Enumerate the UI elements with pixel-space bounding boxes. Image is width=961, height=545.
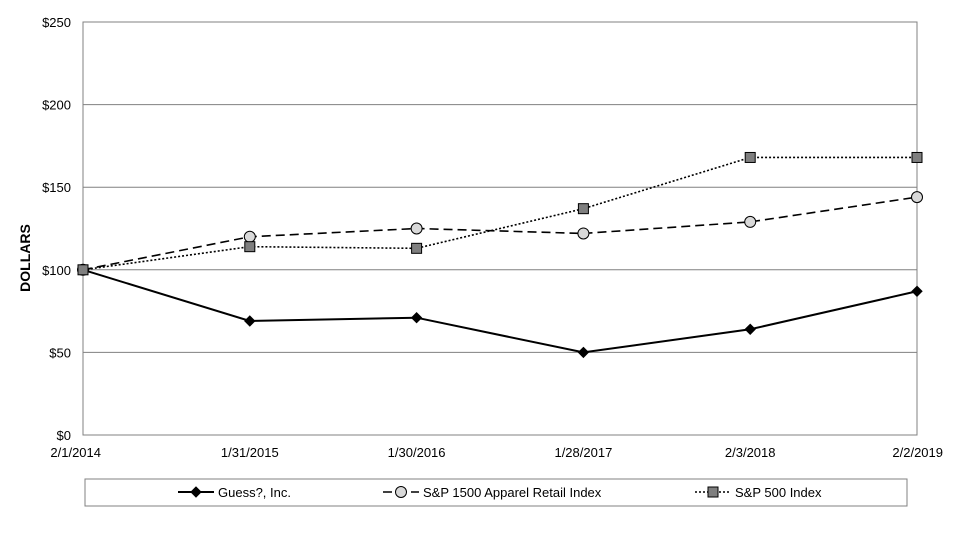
y-axis-title: DOLLARS <box>17 224 33 292</box>
data-point <box>244 315 256 327</box>
gridlines <box>83 104 917 353</box>
series-1 <box>77 264 923 359</box>
data-point <box>411 242 423 254</box>
legend-box <box>84 478 908 507</box>
x-axis-ticks: 2/1/2014 1/31/2015 1/30/2016 1/28/2017 2/3/2… <box>50 445 943 460</box>
series-3 <box>77 151 923 276</box>
legend-label: Guess?, Inc. <box>218 485 291 500</box>
y-tick-label: $200 <box>42 98 71 113</box>
x-tick-label: 2/3/2018 <box>725 445 776 460</box>
x-tick-label: 2/2/2019 <box>892 445 943 460</box>
y-tick-label: $250 <box>42 15 71 30</box>
legend-item-3: S&P 500 Index <box>695 485 822 500</box>
series <box>77 151 923 359</box>
legend-item-1: Guess?, Inc. <box>178 485 291 500</box>
data-point <box>244 241 256 253</box>
legend-marker <box>707 486 719 498</box>
x-tick-label: 2/1/2014 <box>50 445 101 460</box>
x-tick-label: 1/31/2015 <box>221 445 279 460</box>
legend-marker <box>190 486 202 498</box>
data-point <box>577 227 590 240</box>
plot-area <box>82 21 918 436</box>
data-point <box>744 151 756 163</box>
legend-label: S&P 500 Index <box>735 485 822 500</box>
x-tick-label: 1/28/2017 <box>554 445 612 460</box>
data-point <box>410 312 423 324</box>
y-tick-label: $50 <box>49 345 71 360</box>
x-tick-label: 1/30/2016 <box>388 445 446 460</box>
y-tick-label: $100 <box>42 263 71 278</box>
data-point <box>410 222 423 235</box>
data-point <box>911 285 923 297</box>
legend-marker <box>395 486 407 498</box>
data-point <box>577 346 590 359</box>
series-line <box>82 196 918 271</box>
data-point <box>77 264 89 276</box>
data-point <box>911 151 923 163</box>
legend-label: S&P 1500 Apparel Retail Index <box>423 485 602 500</box>
data-point <box>577 203 589 215</box>
data-point <box>744 323 756 335</box>
series-2 <box>77 191 923 276</box>
y-axis-ticks: $0 $50 $100 $150 $200 $250 <box>42 15 71 443</box>
legend-item-2: S&P 1500 Apparel Retail Index <box>383 485 602 500</box>
series-line <box>82 268 918 354</box>
y-tick-label: $0 <box>57 428 71 443</box>
y-tick-label: $150 <box>42 180 71 195</box>
data-point <box>243 230 256 243</box>
data-point <box>911 191 923 204</box>
legend: Guess?, Inc. S&P 1500 Apparel Retail Inde… <box>84 478 908 507</box>
series-line <box>82 156 917 271</box>
data-point <box>744 215 757 228</box>
